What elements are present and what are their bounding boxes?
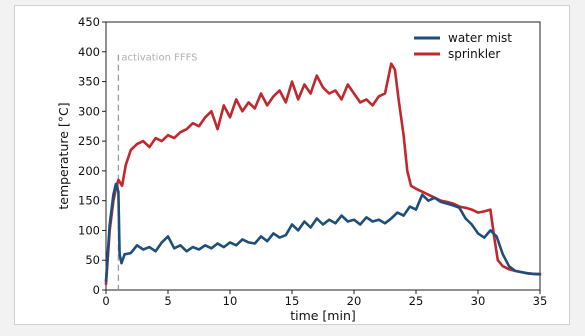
x-tick-label: 10 [223, 294, 238, 308]
y-tick-label: 250 [78, 134, 100, 148]
x-tick-label: 5 [164, 294, 171, 308]
y-tick-label: 200 [78, 164, 100, 178]
legend: water mist sprinkler [414, 31, 512, 61]
series-line-water-mist [104, 182, 542, 283]
x-tick-label: 15 [285, 294, 300, 308]
y-tick-label: 350 [78, 75, 100, 89]
y-axis-label: temperature [°C] [56, 102, 71, 209]
axes-box [105, 21, 541, 291]
x-tick-label: 35 [533, 294, 548, 308]
x-tick-label: 20 [347, 294, 362, 308]
x-tick-label: 0 [102, 294, 109, 308]
y-tick-label: 0 [93, 283, 100, 297]
y-tick-label: 150 [78, 194, 100, 208]
y-tick-label: 400 [78, 45, 100, 59]
legend-label: water mist [448, 31, 512, 45]
legend-label: sprinkler [448, 47, 500, 61]
activation-label: activation FFFS [121, 53, 197, 64]
x-tick-label: 25 [409, 294, 424, 308]
y-tick-label: 50 [85, 253, 100, 267]
series-line-sprinkler [104, 62, 542, 286]
x-axis-label: time [min] [290, 308, 356, 323]
y-tick-label: 100 [78, 223, 100, 237]
x-tick-label: 30 [471, 294, 486, 308]
y-tick-label: 450 [78, 15, 100, 29]
y-tick-label: 300 [78, 104, 100, 118]
